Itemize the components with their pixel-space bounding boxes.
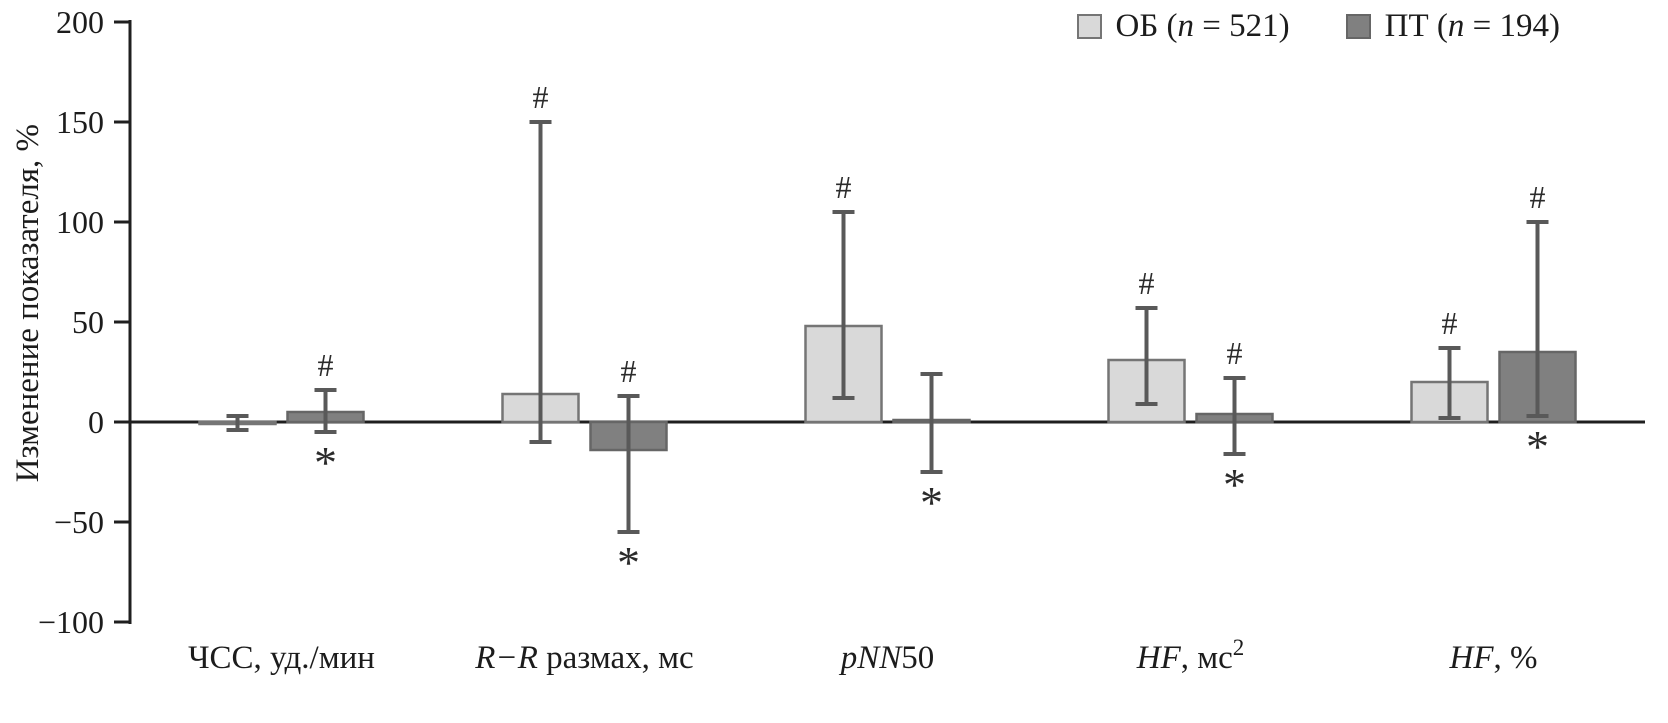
y-tick-label-100: 100 <box>56 204 104 240</box>
hash-annotation-ob-2: # <box>836 169 852 205</box>
hash-annotation-ob-3: # <box>1139 265 1155 301</box>
hash-annotation-ob-4: # <box>1442 305 1458 341</box>
category-label-part: , % <box>1494 640 1538 676</box>
category-label-part: 50 <box>901 640 934 676</box>
legend-text: = 194) <box>1464 8 1560 44</box>
star-annotation-pt-0: * <box>314 437 337 488</box>
category-label-part: HF <box>1449 640 1495 676</box>
legend-label-ob: ОБ (n = 521) <box>1116 8 1290 45</box>
y-tick-label-200: 200 <box>56 4 104 40</box>
legend-swatch-pt <box>1345 14 1371 39</box>
category-label-part: 2 <box>1233 635 1245 660</box>
star-annotation-pt-2: * <box>920 477 943 528</box>
legend-text: = 521) <box>1194 8 1290 44</box>
star-annotation-pt-4: * <box>1526 421 1549 472</box>
legend-n-italic: n <box>1177 8 1195 44</box>
legend-item-pt: ПТ (n = 194) <box>1345 8 1560 45</box>
x-category-label-3: HF, мс2 <box>1136 635 1245 676</box>
hash-annotation-pt-3: # <box>1227 335 1243 371</box>
x-category-label-0: ЧСС, уд./мин <box>188 640 375 676</box>
legend: ОБ (n = 521) ПТ (n = 194) <box>1076 8 1560 45</box>
legend-text: ОБ ( <box>1115 8 1178 44</box>
hash-annotation-pt-0: # <box>318 347 334 383</box>
x-category-label-4: HF, % <box>1449 640 1538 676</box>
x-category-label-2: pNN50 <box>839 640 935 676</box>
category-label-part: размах, мс <box>538 640 694 676</box>
legend-n-italic: n <box>1447 8 1465 44</box>
legend-text: ПТ ( <box>1384 8 1448 44</box>
hash-annotation-pt-4: # <box>1530 179 1546 215</box>
category-label-part: HF <box>1136 640 1182 676</box>
y-tick-label-50: 50 <box>72 304 104 340</box>
category-label-part: , мс <box>1181 640 1233 676</box>
y-axis-title: Изменение показателя, % <box>10 124 46 483</box>
y-tick-label-0: 0 <box>88 404 104 440</box>
legend-swatch-ob <box>1076 14 1102 39</box>
legend-item-ob: ОБ (n = 521) <box>1076 8 1290 45</box>
star-annotation-pt-3: * <box>1223 459 1246 510</box>
legend-label-pt: ПТ (n = 194) <box>1385 8 1560 45</box>
category-label-part: R−R <box>474 640 538 676</box>
y-tick-label-150: 150 <box>56 104 104 140</box>
x-category-label-1: R−R размах, мс <box>474 640 693 676</box>
hash-annotation-ob-1: # <box>533 79 549 115</box>
star-annotation-pt-1: * <box>617 537 640 588</box>
category-label-part: ЧСС, уд./мин <box>188 640 375 676</box>
hash-annotation-pt-1: # <box>621 353 637 389</box>
y-tick-label--50: −50 <box>54 504 104 540</box>
category-label-part: pNN <box>839 640 904 676</box>
y-tick-label--100: −100 <box>38 604 104 640</box>
